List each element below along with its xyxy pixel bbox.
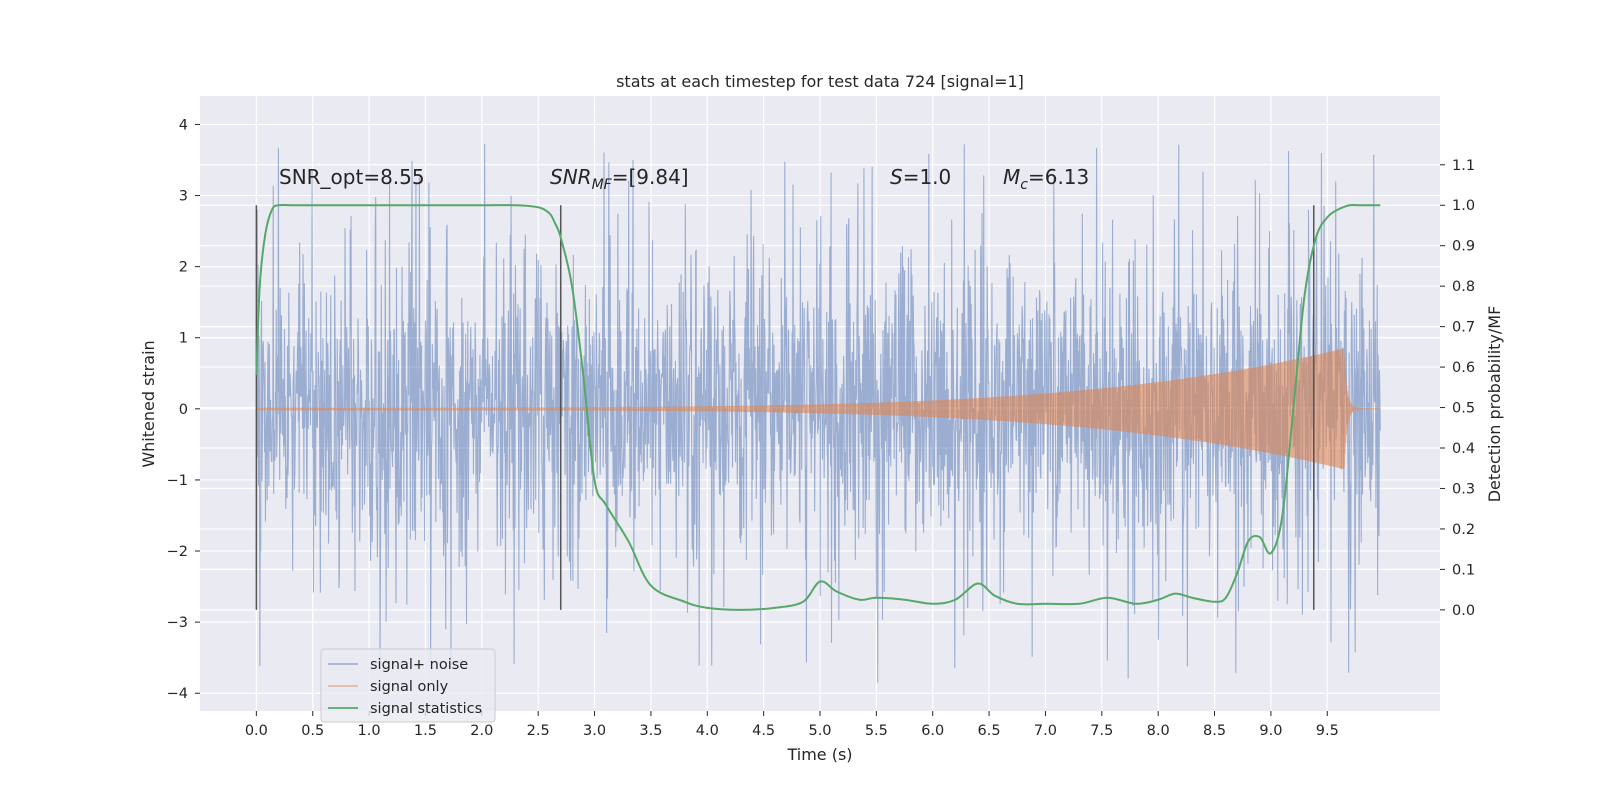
y2-axis-ticks: 0.0 0.1 0.2 0.3 0.4 0.5 0.6 0.7 0.8 0.9 1.0 1.1: [1440, 158, 1475, 619]
x-tick-label: 7.5: [1090, 723, 1113, 739]
annotation-snr-mf-value: =[9.84]: [612, 165, 689, 189]
x-tick-label: 8.0: [1147, 723, 1170, 739]
x-tick-label: 5.5: [865, 723, 888, 739]
y-tick-label: −1: [167, 473, 188, 489]
legend-label-stats: signal statistics: [370, 701, 482, 717]
stats-line: [255, 203, 1381, 611]
x-tick-label: 1.0: [358, 723, 381, 739]
noise-line: [255, 144, 1381, 683]
y2-tick-label: 0.7: [1452, 320, 1475, 336]
y-tick-label: −3: [167, 615, 188, 631]
y2-tick-label: 0.1: [1452, 562, 1475, 578]
x-tick-label: 2.5: [527, 723, 550, 739]
legend: signal+ noise signal only signal statist…: [320, 648, 496, 723]
x-tick-label: 8.5: [1203, 723, 1226, 739]
legend-label-signal: signal only: [370, 679, 449, 695]
annotation-s: S=1.0: [890, 165, 951, 189]
y2-tick-label: 0.6: [1452, 360, 1475, 376]
y2-tick-label: 1.1: [1452, 158, 1475, 174]
x-tick-label: 2.0: [470, 723, 493, 739]
series-signal-statistics: [255, 203, 1381, 611]
y2-tick-label: 0.3: [1452, 481, 1475, 497]
y-axis-ticks: −4 −3 −2 −1 0 1 2 3 4: [167, 117, 200, 702]
x-tick-label: 4.5: [752, 723, 775, 739]
y2-tick-label: 0.0: [1452, 603, 1475, 619]
vertical-lines: [255, 205, 1315, 610]
x-tick-label: 3.5: [639, 723, 662, 739]
y2-tick-label: 0.8: [1452, 279, 1475, 295]
legend-label-noise: signal+ noise: [370, 657, 468, 673]
chirp-line: [255, 348, 1381, 470]
x-tick-label: 6.0: [921, 723, 944, 739]
y-tick-label: −4: [167, 686, 188, 702]
series-signal-noise: [255, 144, 1381, 683]
y-tick-label: 4: [179, 117, 188, 133]
y-axis-label: Whitened strain: [139, 340, 158, 467]
y2-tick-label: 0.2: [1452, 522, 1475, 538]
annotation-s-value: =1.0: [903, 165, 952, 189]
y2-tick-label: 0.9: [1452, 239, 1475, 255]
legend-box: [320, 648, 496, 723]
x-tick-label: 9.5: [1316, 723, 1339, 739]
y-tick-label: −2: [167, 544, 188, 560]
annotation-mc-sub: c: [1020, 177, 1028, 193]
chart-title: stats at each timestep for test data 724…: [616, 72, 1024, 91]
x-axis-label: Time (s): [786, 745, 852, 764]
annotation-snr-mf: SNRMF=[9.84]: [550, 165, 689, 193]
x-tick-label: 1.5: [414, 723, 437, 739]
y-tick-label: 3: [179, 189, 188, 205]
annotation-snr-opt: SNR_opt=8.55: [279, 165, 425, 189]
y2-tick-label: 0.5: [1452, 401, 1475, 417]
x-tick-label: 5.0: [808, 723, 831, 739]
y-tick-label: 0: [179, 402, 188, 418]
series-signal-only: [255, 348, 1381, 470]
x-tick-label: 9.0: [1259, 723, 1282, 739]
y2-axis-label: Detection probability/MF: [1485, 306, 1504, 503]
y-tick-label: 2: [179, 260, 188, 276]
x-tick-label: 3.0: [583, 723, 606, 739]
y-tick-label: 1: [179, 331, 188, 347]
y2-tick-label: 1.0: [1452, 198, 1475, 214]
annotation-mc-value: =6.13: [1028, 165, 1089, 189]
annotation-snr-mf-label: SNR: [550, 165, 592, 189]
annotation-s-label: S: [890, 165, 903, 189]
x-tick-label: 4.0: [696, 723, 719, 739]
x-axis-ticks: 0.0 0.5 1.0 1.5 2.0 2.5 3.0 3.5 4.0 4.5 5.0 5.5 6.0 6…: [245, 711, 1339, 739]
x-tick-label: 0.0: [245, 723, 268, 739]
x-tick-label: 7.0: [1034, 723, 1057, 739]
x-tick-label: 0.5: [301, 723, 324, 739]
y2-tick-label: 0.4: [1452, 441, 1475, 457]
annotation-mc: Mc=6.13: [1003, 165, 1089, 193]
annotation-mc-label: M: [1003, 165, 1020, 189]
x-tick-label: 6.5: [978, 723, 1001, 739]
annotation-snr-mf-sub: MF: [592, 177, 613, 193]
